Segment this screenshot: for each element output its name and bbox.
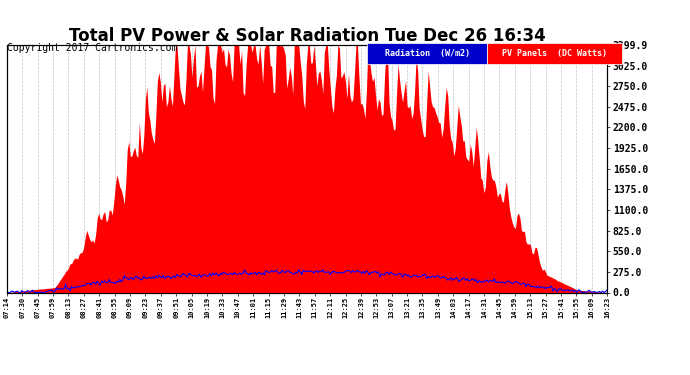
Text: Radiation  (W/m2): Radiation (W/m2) [384,49,470,58]
Text: Copyright 2017 Cartronics.com: Copyright 2017 Cartronics.com [7,43,177,53]
Text: PV Panels  (DC Watts): PV Panels (DC Watts) [502,49,607,58]
Title: Total PV Power & Solar Radiation Tue Dec 26 16:34: Total PV Power & Solar Radiation Tue Dec… [69,27,545,45]
